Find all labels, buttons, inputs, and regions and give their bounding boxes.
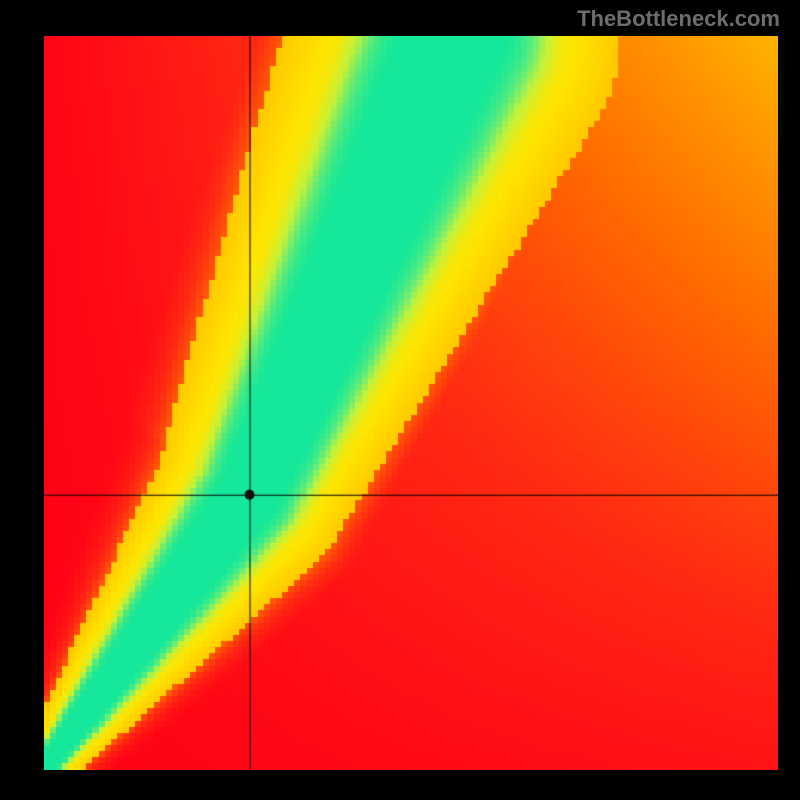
watermark-text: TheBottleneck.com xyxy=(577,6,780,32)
bottleneck-heatmap xyxy=(44,36,778,770)
figure-root: TheBottleneck.com xyxy=(0,0,800,800)
